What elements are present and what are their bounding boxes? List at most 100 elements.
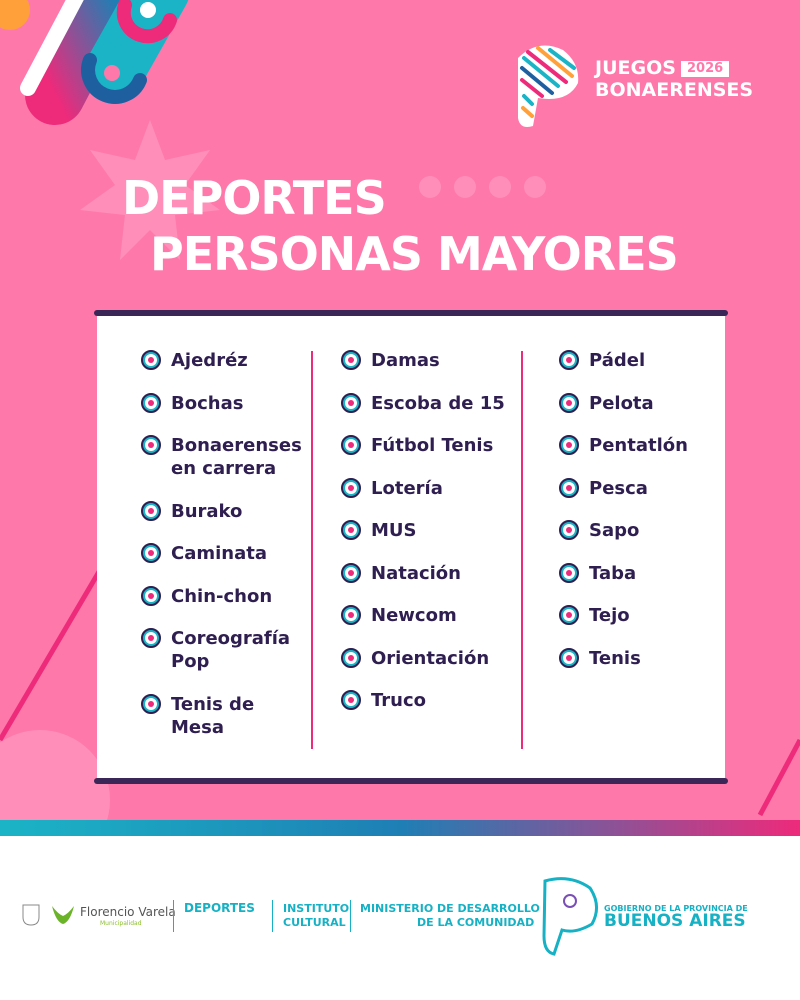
sport-item: Pesca (559, 477, 709, 500)
municipio-name: Florencio Varela (80, 905, 176, 919)
page-title-line1: DEPORTES (122, 171, 387, 225)
sport-name: Pádel (589, 350, 646, 371)
sport-item: Caminata (141, 542, 301, 565)
target-bullet-icon (141, 392, 161, 413)
sport-item: Tenis (559, 647, 709, 670)
sport-item: Chin-chon (141, 585, 301, 608)
sport-name: Lotería (371, 477, 443, 499)
target-bullet-icon (559, 350, 579, 370)
sport-item: MUS (341, 519, 511, 542)
sport-name: Burako (171, 500, 243, 522)
target-bullet-icon (141, 435, 161, 455)
province-map-icon (518, 45, 579, 127)
sport-name: Chin-chon (171, 585, 273, 607)
sport-item: Damas (341, 349, 511, 372)
target-bullet-icon (341, 605, 361, 625)
poster: JUEGOS 2026 BONAERENSES DEPORTES PERSONA… (0, 0, 800, 822)
target-bullet-icon (141, 585, 161, 606)
target-bullet-icon (141, 500, 161, 521)
sport-name: Natación (371, 562, 461, 584)
target-bullet-icon (141, 350, 161, 370)
target-bullet-icon (559, 647, 579, 668)
target-bullet-icon (141, 543, 161, 563)
column-divider (311, 351, 313, 749)
sport-item: Ajedréz (141, 349, 301, 372)
target-bullet-icon (559, 562, 579, 583)
sport-name: MUS (371, 520, 417, 541)
sport-name: Pelota (589, 392, 654, 414)
sport-item: Truco (341, 689, 511, 712)
sport-name: Ajedréz (171, 350, 248, 371)
sport-name: Pentatlón (589, 435, 688, 456)
target-bullet-icon (341, 435, 361, 455)
sport-name: Tenis de Mesa (171, 693, 255, 738)
card-top-bar (94, 310, 728, 316)
sport-item: Newcom (341, 604, 511, 627)
instituto-line2: CULTURAL (283, 916, 346, 929)
target-bullet-icon (559, 392, 579, 413)
ministerio-line1: MINISTERIO DE DESARROLLO (360, 902, 540, 915)
sport-name: Damas (371, 350, 440, 371)
sport-name: Newcom (371, 605, 457, 626)
sport-item: Orientación (341, 647, 511, 670)
decorative-shapes (0, 0, 800, 822)
logo-line2: BONAERENSES (595, 79, 754, 101)
sport-item: Taba (559, 562, 709, 585)
sport-item: Tenis de Mesa (141, 693, 301, 739)
sport-name: Tejo (589, 605, 630, 626)
deportes-label: DEPORTES (184, 901, 255, 915)
juegos-bonaerenses-logo: JUEGOS 2026 BONAERENSES (508, 38, 753, 130)
sport-name: Truco (371, 690, 427, 711)
sport-name: Escoba de 15 (371, 392, 505, 414)
sport-name: Coreografía Pop (171, 628, 291, 672)
gradient-stripe (0, 820, 800, 836)
municipal-shield-icon (22, 904, 40, 926)
footer-logos: Florencio Varela Municipalidad DEPORTES … (0, 877, 800, 960)
sport-item: Bochas (141, 392, 301, 415)
sports-list-card: Ajedréz Bochas Bonaerenses en carrera Burak… (94, 310, 728, 784)
logo-line1: JUEGOS (595, 57, 676, 79)
card-bottom-bar (94, 778, 728, 784)
divider (272, 900, 273, 932)
column-divider (521, 351, 523, 749)
sport-item: Pádel (559, 349, 709, 372)
sports-column-3: Pádel Pelota Pentatlón Pesca Sapo Taba Tejo Ten… (559, 349, 709, 689)
sport-item: Bonaerenses en carrera (141, 434, 302, 480)
sport-item: Escoba de 15 (341, 392, 511, 415)
sports-column-1: Ajedréz Bochas Bonaerenses en carrera Burak… (141, 349, 302, 758)
target-bullet-icon (341, 690, 361, 710)
sport-item: Sapo (559, 519, 709, 542)
sport-name: Bochas (171, 392, 244, 414)
target-bullet-icon (559, 605, 579, 625)
target-bullet-icon (341, 392, 361, 413)
sport-name: Taba (589, 562, 637, 584)
sport-item: Pentatlón (559, 434, 709, 457)
target-bullet-icon (341, 562, 361, 583)
sport-item: Pelota (559, 392, 709, 415)
sport-name: Tenis (589, 647, 641, 669)
sport-item: Natación (341, 562, 511, 585)
target-bullet-icon (141, 693, 161, 714)
sport-item: Burako (141, 500, 301, 523)
sport-name: Sapo (589, 520, 640, 541)
ministerio-line2: DE LA COMUNIDAD (417, 916, 535, 929)
target-bullet-icon (559, 520, 579, 540)
instituto-line1: INSTITUTO (283, 902, 350, 915)
sport-item: Tejo (559, 604, 709, 627)
target-bullet-icon (141, 628, 161, 648)
sport-name: Caminata (171, 543, 267, 564)
target-bullet-icon (341, 520, 361, 540)
target-bullet-icon (559, 477, 579, 498)
municipio-sub: Municipalidad (100, 920, 142, 927)
page-title-line2: PERSONAS MAYORES (150, 227, 679, 281)
logo-year: 2026 (681, 61, 730, 77)
gobierno-line1: GOBIERNO DE LA PROVINCIA DE (604, 904, 748, 913)
buenos-aires-map-icon (542, 877, 598, 956)
target-bullet-icon (341, 477, 361, 498)
target-bullet-icon (341, 350, 361, 370)
sports-column-2: Damas Escoba de 15 Fútbol Tenis Lotería MUS N… (341, 349, 511, 732)
gobierno-line2: BUENOS AIRES (604, 911, 746, 931)
sport-item: Coreografía Pop (141, 627, 301, 673)
divider (350, 900, 351, 932)
sport-item: Lotería (341, 477, 511, 500)
